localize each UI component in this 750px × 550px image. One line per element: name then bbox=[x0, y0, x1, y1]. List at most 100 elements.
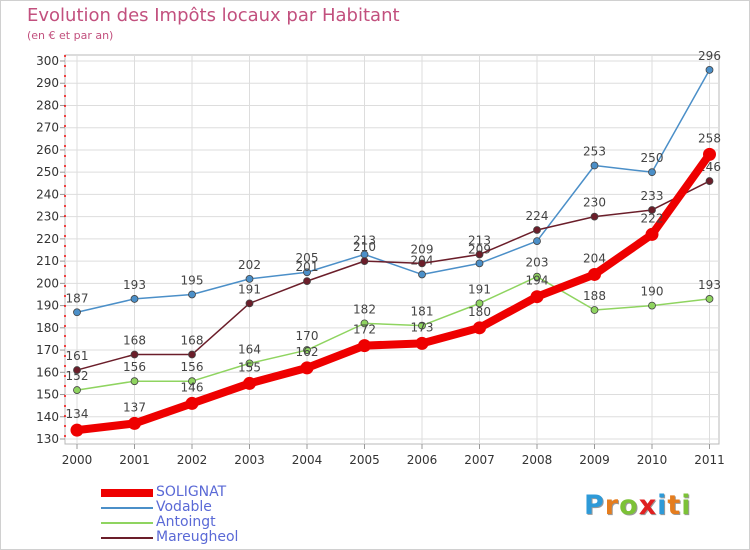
data-point-antoingt bbox=[705, 295, 714, 303]
data-label-solignat: 146 bbox=[181, 380, 204, 394]
data-point-vodable bbox=[533, 237, 541, 246]
data-point-solignat bbox=[243, 376, 256, 390]
x-tick-label: 2010 bbox=[637, 453, 668, 467]
data-label-antoingt: 156 bbox=[181, 360, 204, 374]
data-label-antoingt: 190 bbox=[641, 285, 664, 299]
data-label-mareugheol: 191 bbox=[238, 282, 261, 296]
data-label-mareugheol: 168 bbox=[181, 334, 204, 348]
y-tick-label: 200 bbox=[36, 276, 59, 290]
data-label-antoingt: 156 bbox=[123, 360, 146, 374]
data-label-solignat: 134 bbox=[66, 407, 89, 421]
data-point-antoingt bbox=[475, 299, 484, 308]
data-point-vodable bbox=[705, 65, 714, 74]
data-point-antoingt bbox=[533, 272, 541, 281]
data-label-mareugheol: 209 bbox=[411, 242, 434, 256]
data-point-antoingt bbox=[418, 321, 426, 330]
data-point-vodable bbox=[648, 168, 656, 177]
data-point-solignat bbox=[703, 147, 716, 161]
logo-letter: i bbox=[681, 490, 692, 521]
data-label-mareugheol: 230 bbox=[583, 196, 606, 210]
y-tick-label: 300 bbox=[36, 54, 59, 68]
data-label-vodable: 202 bbox=[238, 258, 261, 272]
data-label-mareugheol: 201 bbox=[296, 260, 319, 274]
x-tick-label: 2011 bbox=[694, 453, 725, 467]
data-point-solignat bbox=[645, 227, 659, 241]
data-point-solignat bbox=[588, 267, 601, 281]
data-point-vodable bbox=[245, 275, 254, 283]
data-point-solignat bbox=[530, 290, 544, 304]
y-tick-label: 230 bbox=[36, 210, 59, 224]
data-label-solignat: 258 bbox=[698, 131, 721, 145]
data-point-antoingt bbox=[648, 301, 656, 310]
x-tick-label: 2004 bbox=[292, 453, 323, 467]
y-tick-label: 130 bbox=[36, 432, 59, 446]
data-label-antoingt: 191 bbox=[468, 282, 491, 296]
data-point-mareugheol bbox=[705, 177, 714, 185]
x-tick-label: 2007 bbox=[464, 453, 495, 467]
data-point-mareugheol bbox=[418, 259, 426, 268]
data-point-mareugheol bbox=[245, 299, 254, 308]
data-point-solignat bbox=[185, 396, 199, 410]
x-tick-label: 2008 bbox=[522, 453, 553, 467]
legend: SOLIGNAT Vodable Antoingt Mareugheol bbox=[101, 484, 321, 546]
data-label-antoingt: 181 bbox=[411, 305, 434, 319]
y-tick-label: 190 bbox=[36, 299, 59, 313]
data-point-mareugheol bbox=[648, 206, 656, 214]
data-label-mareugheol: 210 bbox=[353, 240, 376, 254]
y-tick-label: 270 bbox=[36, 121, 59, 135]
data-label-solignat: 222 bbox=[641, 211, 664, 225]
y-tick-label: 140 bbox=[36, 410, 59, 424]
data-point-antoingt bbox=[73, 386, 81, 394]
data-point-solignat bbox=[300, 361, 314, 375]
legend-label: SOLIGNAT bbox=[156, 484, 227, 500]
y-tick-label: 290 bbox=[36, 76, 59, 90]
data-point-vodable bbox=[73, 308, 81, 317]
legend-swatch bbox=[101, 537, 153, 539]
data-label-vodable: 205 bbox=[296, 251, 319, 265]
legend-label: Antoingt bbox=[156, 514, 216, 530]
logo-letter: P bbox=[584, 490, 605, 521]
data-point-antoingt bbox=[590, 306, 599, 314]
series-line-mareugheol bbox=[76, 180, 711, 371]
series-line-solignat bbox=[73, 150, 714, 435]
data-point-solignat bbox=[473, 321, 486, 335]
data-label-antoingt: 193 bbox=[698, 278, 721, 292]
x-tick-label: 2006 bbox=[407, 453, 438, 467]
x-tick-label: 2005 bbox=[349, 453, 380, 467]
data-point-solignat bbox=[128, 416, 141, 430]
data-point-vodable bbox=[590, 161, 599, 170]
data-point-mareugheol bbox=[590, 212, 599, 221]
data-point-mareugheol bbox=[360, 257, 369, 266]
logo-letter: x bbox=[638, 490, 658, 521]
logo-letter: r bbox=[604, 490, 620, 521]
data-label-mareugheol: 161 bbox=[66, 349, 89, 363]
data-point-mareugheol bbox=[188, 350, 196, 359]
y-tick-label: 210 bbox=[36, 254, 59, 268]
data-label-mareugheol: 168 bbox=[123, 334, 146, 348]
plot-area bbox=[64, 54, 720, 445]
data-point-mareugheol bbox=[533, 226, 541, 234]
y-tick-label: 220 bbox=[36, 232, 59, 246]
y-tick-label: 240 bbox=[36, 187, 59, 201]
series-line-vodable bbox=[76, 69, 711, 314]
data-label-vodable: 187 bbox=[66, 291, 89, 305]
legend-item-vodable: Vodable bbox=[101, 499, 321, 516]
data-label-solignat: 180 bbox=[468, 305, 491, 319]
data-label-vodable: 193 bbox=[123, 278, 146, 292]
legend-label: Vodable bbox=[156, 499, 212, 515]
data-point-solignat bbox=[70, 423, 84, 437]
data-point-vodable bbox=[418, 270, 426, 279]
legend-swatch bbox=[101, 507, 153, 509]
data-label-mareugheol: 224 bbox=[526, 209, 549, 223]
data-label-mareugheol: 213 bbox=[468, 233, 491, 247]
y-tick-label: 160 bbox=[36, 365, 59, 379]
data-label-mareugheol: 233 bbox=[641, 189, 664, 203]
data-point-antoingt bbox=[303, 346, 311, 354]
legend-item-solignat: SOLIGNAT bbox=[101, 484, 321, 501]
data-label-antoingt: 188 bbox=[583, 289, 606, 303]
data-point-vodable bbox=[188, 290, 196, 299]
x-tick-label: 2001 bbox=[119, 453, 150, 467]
data-point-antoingt bbox=[360, 319, 369, 328]
